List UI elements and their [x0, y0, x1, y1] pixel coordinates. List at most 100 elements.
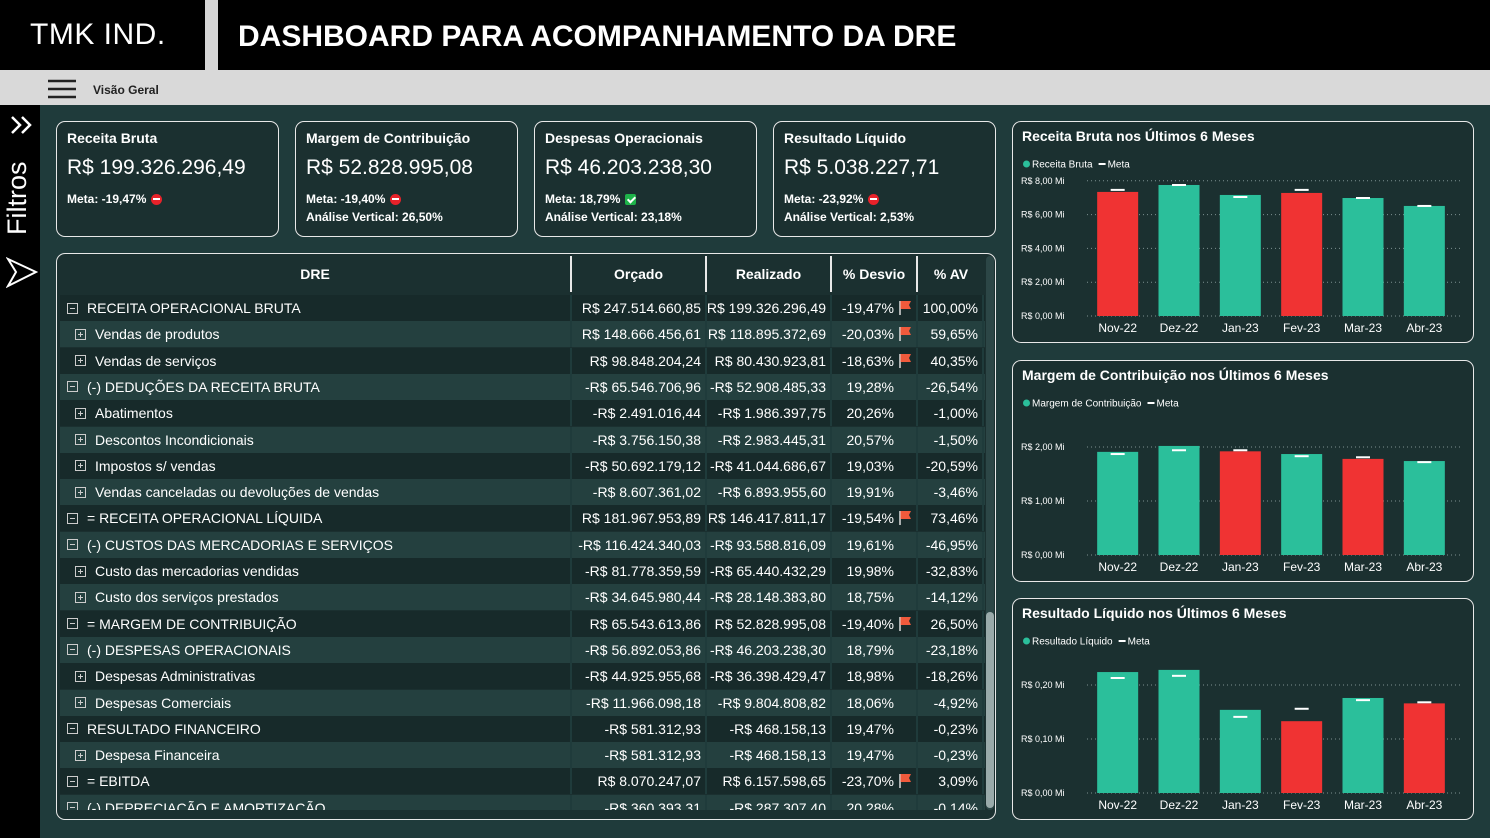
- cell-text: -0,23%: [933, 747, 978, 764]
- cell-text: -R$ 65.440.432,29: [710, 563, 826, 579]
- cell: 73,46%: [918, 505, 984, 532]
- kpi-card: Margem de Contribuição R$ 52.828.995,08 Me…: [295, 121, 518, 237]
- cell-text: -R$ 65.546.706,96: [585, 378, 701, 395]
- cell-text: 19,28%: [846, 378, 894, 395]
- cell-text: -4,92%: [933, 694, 978, 711]
- cell-text: -R$ 41.044.686,67: [710, 457, 826, 474]
- cell-text: 59,65%: [930, 326, 978, 343]
- expand-toggle: [67, 644, 78, 656]
- filter-sidebar[interactable]: [0, 105, 40, 838]
- x-tick-label: Nov-22: [1098, 798, 1137, 812]
- bar: [1158, 669, 1200, 793]
- cell: 20,57%: [832, 426, 918, 453]
- cell-text: -46,95%: [925, 536, 978, 553]
- cell: -R$ 41.044.686,67: [707, 452, 832, 479]
- table-row: = MARGEM DE CONTRIBUIÇÃO R$ 65.543.613,86…: [60, 610, 985, 637]
- scrollbar[interactable]: [986, 256, 994, 810]
- x-tick-label: Fev-23: [1283, 321, 1321, 335]
- filter-icon: [6, 256, 38, 289]
- cell-text: 18,06%: [846, 694, 894, 711]
- y-tick-label: R$ 1,00 Mi: [1021, 496, 1065, 506]
- cell-text: -23,70%: [841, 773, 894, 790]
- cell: R$ 52.828.995,08: [707, 610, 832, 637]
- x-tick-label: Abr-23: [1406, 560, 1442, 574]
- cell: -R$ 36.398.429,47: [707, 663, 832, 690]
- cell: R$ 8.070.247,07: [572, 768, 707, 795]
- cell: 18,98%: [832, 663, 918, 690]
- expand-toggle: [75, 565, 86, 577]
- cell: R$ 118.895.372,69: [707, 321, 832, 348]
- cell: -18,63%: [832, 347, 918, 374]
- column-header: Realizado: [707, 256, 832, 292]
- cell: -46,95%: [918, 531, 984, 558]
- column-header: Orçado: [572, 256, 707, 292]
- cell-text: -R$ 93.588.816,09: [710, 536, 826, 553]
- cell-text: -R$ 34.645.980,44: [585, 589, 701, 606]
- cell-text: RESULTADO FINANCEIRO: [87, 720, 261, 737]
- bar: [1097, 191, 1139, 316]
- cell: 19,28%: [832, 373, 918, 400]
- row-label: Descontos Incondicionais: [60, 426, 572, 453]
- cell-text: -20,03%: [841, 326, 894, 343]
- cell: R$ 146.417.811,17: [707, 505, 832, 532]
- cell: -R$ 44.925.955,68: [572, 663, 707, 690]
- cell-text: R$ 148.666.456,61: [581, 326, 701, 343]
- cell: R$ 98.848.204,24: [572, 347, 707, 374]
- cell: 19,47%: [832, 742, 918, 769]
- cell: -R$ 1.986.397,75: [707, 400, 832, 427]
- chart: Resultado Líquido nos Últimos 6 Meses Res…: [1021, 604, 1463, 812]
- row-label: (-) DEDUÇÕES DA RECEITA BRUTA: [60, 373, 572, 400]
- cell-text: -14,12%: [925, 589, 978, 606]
- row-label: Custo dos serviços prestados: [60, 584, 572, 611]
- cell: -19,40%: [832, 610, 918, 637]
- cell-text: -1,50%: [933, 431, 978, 448]
- cell-text: 3,09%: [938, 773, 978, 790]
- cell: R$ 80.430.923,81: [707, 347, 832, 374]
- cell: -R$ 360.393,31: [572, 794, 707, 810]
- cell-text: R$ 98.848.204,24: [589, 352, 701, 369]
- flag-icon: [899, 301, 911, 315]
- x-tick-label: Mar-23: [1344, 321, 1382, 335]
- x-tick-label: Jan-23: [1222, 560, 1259, 574]
- cell-text: -R$ 1.986.397,75: [717, 405, 826, 422]
- kpi-value: R$ 5.038.227,71: [784, 156, 940, 179]
- scroll-thumb[interactable]: [986, 612, 994, 808]
- expand-toggle: [67, 302, 78, 314]
- table-body: RECEITA OPERACIONAL BRUTA R$ 247.514.660,…: [60, 295, 985, 810]
- table-row: Abatimentos -R$ 2.491.016,44 -R$ 1.986.397…: [60, 400, 985, 427]
- cell: -R$ 11.966.098,18: [572, 689, 707, 716]
- y-tick-label: R$ 2,00 Mi: [1021, 442, 1065, 452]
- table-row: = RECEITA OPERACIONAL LÍQUIDA R$ 181.967.…: [60, 505, 985, 532]
- nav-item[interactable]: Visão Geral: [93, 83, 159, 97]
- row-label: Impostos s/ vendas: [60, 452, 572, 479]
- cell-text: R$ 65.543.613,86: [589, 615, 701, 632]
- cell-text: -19,47%: [841, 300, 894, 316]
- cell: -R$ 468.158,13: [707, 715, 832, 742]
- legend-label: Resultado Líquido: [1032, 637, 1113, 648]
- bar: [1403, 703, 1445, 793]
- cell-text: Despesa Financeira: [95, 747, 220, 764]
- expand-toggle: [67, 775, 78, 787]
- menu-icon[interactable]: [48, 79, 76, 99]
- expand-toggle: [75, 460, 86, 472]
- cell-text: -R$ 46.203.238,30: [710, 641, 826, 658]
- cell-text: 20,57%: [846, 431, 894, 448]
- cell: 18,79%: [832, 636, 918, 663]
- row-label: Custo das mercadorias vendidas: [60, 558, 572, 584]
- cell-text: R$ 247.514.660,85: [581, 300, 701, 316]
- cell-text: -R$ 8.607.361,02: [592, 484, 701, 501]
- cell-text: -R$ 468.158,13: [729, 747, 826, 764]
- bar: [1219, 709, 1261, 793]
- cell: -4,92%: [918, 689, 984, 716]
- cell: R$ 148.666.456,61: [572, 321, 707, 348]
- y-tick-label: R$ 2,00 Mi: [1021, 277, 1065, 287]
- flag-icon: [899, 774, 911, 789]
- cell-text: -R$ 116.424.340,03: [578, 536, 701, 553]
- expand-icon[interactable]: [10, 115, 34, 135]
- kpi-vertical: Análise Vertical: 23,18%: [545, 210, 682, 224]
- row-label: = RECEITA OPERACIONAL LÍQUIDA: [60, 505, 572, 532]
- expand-toggle: [75, 407, 86, 419]
- expand-toggle: [67, 539, 78, 551]
- x-tick-label: Abr-23: [1406, 798, 1442, 812]
